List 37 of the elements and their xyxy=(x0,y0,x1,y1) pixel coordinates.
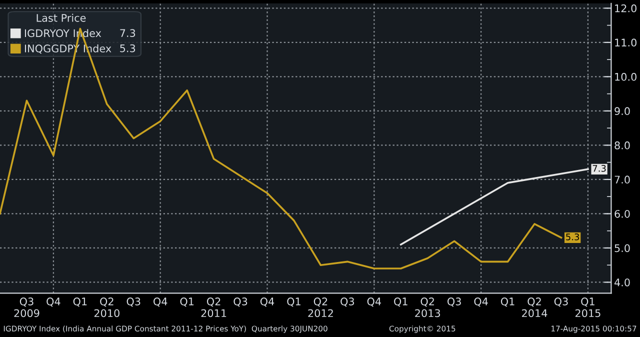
y-tick-label: 4.0 xyxy=(614,278,630,286)
y-tick-label: 5.0 xyxy=(614,244,630,252)
x-tick-label: Q3 xyxy=(554,298,568,307)
x-tick-label: Q1 xyxy=(287,298,300,307)
x-tick-label: Q2 2012 xyxy=(308,298,333,318)
y-tick-label: 9.0 xyxy=(614,107,630,116)
x-tick-label: Q4 xyxy=(474,298,488,307)
y-tick-label: 11.0 xyxy=(615,38,636,47)
y-tick-label: 7.0 xyxy=(614,176,630,184)
line-series xyxy=(0,28,562,270)
x-tick-label: Q3 xyxy=(234,298,248,307)
data-label: 7.3 xyxy=(592,164,606,172)
x-tick-label: Q1 xyxy=(180,298,194,307)
text: 7.3 xyxy=(120,29,136,38)
x-tick-label: Q1 xyxy=(73,298,87,307)
x-tick-label: Q4 xyxy=(154,298,168,307)
data-label: 5.3 xyxy=(566,233,580,240)
x-tick-label: Q3 xyxy=(447,298,461,307)
x-tick-label: Q3 xyxy=(126,298,140,307)
text: 5.3 xyxy=(120,44,136,52)
y-tick-label: 6.0 xyxy=(614,210,630,218)
x-tick-label: Q4 xyxy=(46,298,60,307)
x-tick-label: Q1 2015 xyxy=(575,298,600,318)
x-tick-label: Q3 2009 xyxy=(14,298,40,318)
x-tick-label: Q3 xyxy=(340,298,354,307)
x-tick-label: Q2 2010 xyxy=(94,298,120,318)
x-tick-label: Q4 xyxy=(260,298,274,307)
y-tick-label: 8.0 xyxy=(614,141,630,150)
x-tick-label: Q1 xyxy=(394,298,408,307)
x-tick-label: Q2 2011 xyxy=(201,298,226,318)
x-tick-label: Q4 xyxy=(367,298,381,307)
y-tick-label: 10.0 xyxy=(615,72,636,81)
legend-title: Last Price xyxy=(36,14,86,22)
y-tick-label: 12.0 xyxy=(615,4,636,12)
x-tick-label: Q2 2013 xyxy=(415,298,440,318)
x-tick-label: Q2 2014 xyxy=(522,298,548,318)
x-tick-label: Q1 xyxy=(500,298,514,307)
